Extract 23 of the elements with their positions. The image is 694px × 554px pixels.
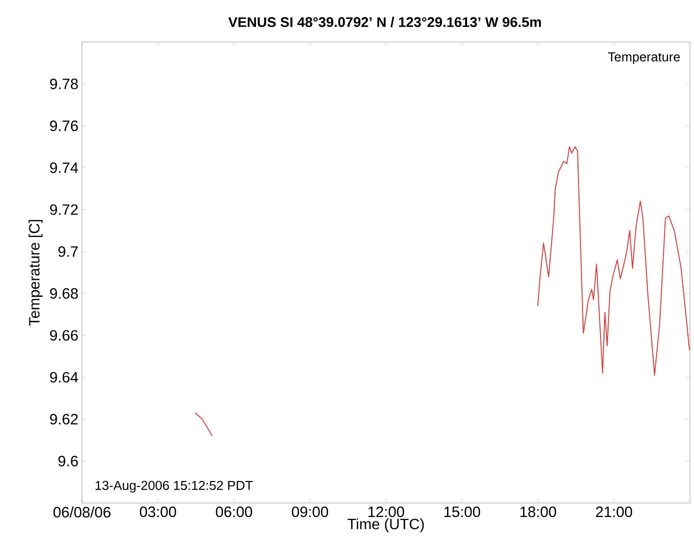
y-tick-label: 9.68 <box>50 288 78 299</box>
y-tick-label: 9.74 <box>50 162 78 174</box>
y-axis-title: Temperature [C] <box>28 220 43 326</box>
y-tick-label: 9.72 <box>50 204 78 215</box>
x-tick-label: 03:00 <box>140 506 176 518</box>
y-tick-label: 9.64 <box>50 372 78 383</box>
annotation: 13-Aug-2006 15:12:52 PDT <box>96 480 253 493</box>
y-tick-label: 9.66 <box>50 330 78 341</box>
y-tick-label: 9.7 <box>58 246 78 257</box>
annotation: Temperature <box>608 52 680 64</box>
x-tick-label: 15:00 <box>444 506 480 518</box>
chart-title: VENUS SI 48°39.0792’ N / 123°29.1613’ W 96.5m <box>228 16 541 28</box>
x-axis-title: Time (UTC) <box>348 518 424 532</box>
y-tick-label: 9.76 <box>50 120 78 132</box>
x-tick-label: 18:00 <box>520 506 556 518</box>
x-tick-label: 06:00 <box>216 506 252 518</box>
x-tick-label: 21:00 <box>596 506 632 518</box>
x-tick-label: 06/08/06 <box>53 506 110 518</box>
y-tick-label: 9.62 <box>50 414 78 424</box>
x-tick-label: 12:00 <box>368 506 404 518</box>
y-tick-label: 9.78 <box>50 78 78 90</box>
x-tick-label: 09:00 <box>292 506 328 518</box>
y-tick-label: 9.6 <box>58 456 78 466</box>
